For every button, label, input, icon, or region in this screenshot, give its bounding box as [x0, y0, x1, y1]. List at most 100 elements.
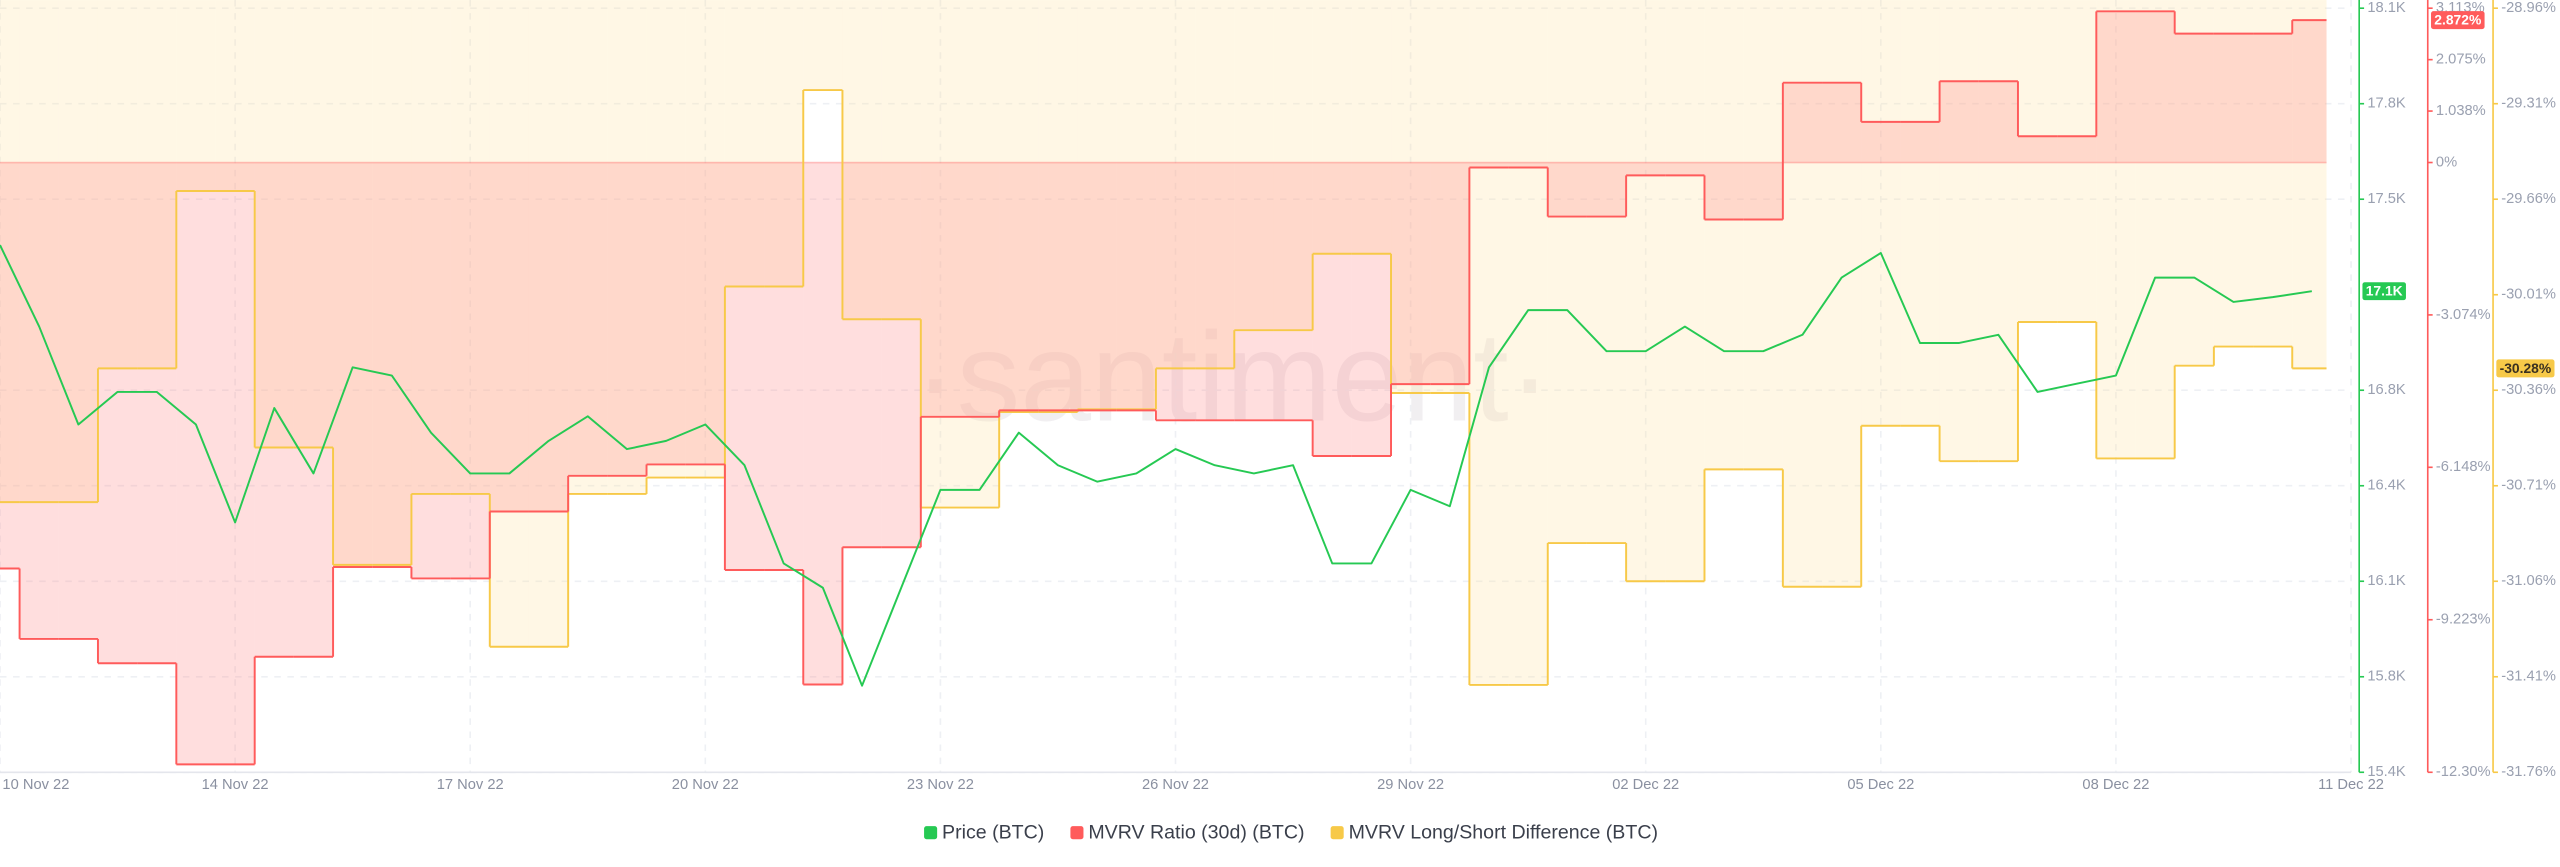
- step-area: [0, 0, 20, 503]
- x-tick-label: 08 Dec 22: [2082, 777, 2149, 793]
- y2-tick-label: 0%: [2436, 154, 2457, 170]
- last-value-badge: -30.28%: [2496, 359, 2555, 378]
- lines: [0, 10, 2327, 766]
- step-area: [293, 0, 334, 448]
- x-tick-label: 05 Dec 22: [1847, 777, 1914, 793]
- step-area: [1508, 162, 1548, 168]
- y3-tick-label: -30.01%: [2501, 287, 2556, 303]
- step-area: [1939, 0, 1979, 462]
- x-tick-label: 02 Dec 22: [1612, 777, 1679, 793]
- step-area: [1547, 0, 1587, 544]
- step-area: [1743, 0, 1783, 470]
- step-area: [685, 0, 725, 478]
- step-area: [215, 162, 255, 765]
- step-area: [2253, 0, 2293, 347]
- step-area: [803, 162, 843, 685]
- y3-tick-label: -29.31%: [2501, 96, 2556, 112]
- step-area: [1391, 162, 1431, 385]
- step-area: [2096, 11, 2136, 163]
- y-tick-label: 16.4K: [2367, 478, 2406, 494]
- y-tick-label: 18.1K: [2367, 0, 2406, 16]
- step-area: [1900, 0, 1940, 426]
- badge-label: 17.1K: [2366, 283, 2403, 299]
- step-area: [19, 0, 59, 503]
- step-area: [58, 0, 98, 503]
- step-area: [1822, 82, 1862, 163]
- step-area: [58, 162, 98, 639]
- step-area: [1273, 0, 1313, 331]
- x-tick-label: 11 Dec 22: [2318, 777, 2384, 793]
- step-area: [1665, 0, 1705, 582]
- step-area: [1508, 0, 1548, 685]
- step-area: [19, 162, 59, 639]
- step-area: [646, 0, 686, 478]
- step-area: [960, 0, 1000, 508]
- step-area: [97, 0, 138, 369]
- y2-tick-label: -12.30%: [2436, 764, 2491, 780]
- legend-label: MVRV Ratio (30d) (BTC): [1088, 822, 1304, 844]
- step-area: [1077, 162, 1117, 411]
- step-area: [1547, 162, 1587, 217]
- legend-swatch: [924, 826, 938, 840]
- step-area: [137, 0, 177, 369]
- step-area: [2057, 136, 2097, 163]
- step-area: [1312, 162, 1352, 456]
- step-area: [1978, 81, 2018, 163]
- step-area: [607, 0, 647, 494]
- step-area: [1351, 0, 1392, 254]
- x-tick-label: 14 Nov 22: [202, 777, 269, 793]
- step-area: [372, 162, 412, 568]
- badge-box: [2496, 359, 2555, 378]
- y3-tick-label: -28.96%: [2501, 0, 2556, 16]
- step-area: [1273, 162, 1313, 421]
- step-area: [293, 162, 334, 657]
- watermark: ·santiment·: [914, 306, 1551, 448]
- step-area: [685, 162, 725, 465]
- step-area: [764, 0, 804, 287]
- step-area: [999, 0, 1039, 413]
- step-area: [1351, 162, 1392, 456]
- y3-tick-label: -30.36%: [2501, 382, 2556, 398]
- step-area: [1391, 0, 1431, 393]
- x-tick-label: 10 Nov 22: [2, 777, 69, 793]
- step-area: [607, 162, 647, 476]
- y-tick-label: 16.1K: [2367, 573, 2406, 589]
- step-area: [176, 0, 216, 192]
- y3-tick-label: -31.41%: [2501, 669, 2556, 685]
- step-area: [1234, 0, 1274, 331]
- step-area: [1626, 162, 1666, 176]
- step-area: [1665, 162, 1705, 176]
- y-tick-label: 17.8K: [2367, 96, 2406, 112]
- step-area: [646, 162, 686, 465]
- step-area: [2213, 0, 2254, 347]
- step-area: [2174, 33, 2214, 163]
- step-area: [1077, 0, 1117, 410]
- y-tick-label: 15.8K: [2367, 669, 2406, 685]
- step-area: [1195, 162, 1235, 421]
- step-area: [1469, 0, 1509, 685]
- step-area: [1861, 121, 1901, 163]
- y3-tick-label: -31.76%: [2501, 764, 2556, 780]
- step-area: [842, 162, 882, 548]
- step-area: [333, 162, 373, 568]
- step-area: [254, 0, 294, 448]
- step-area: [2253, 33, 2293, 163]
- step-area: [1430, 0, 1470, 393]
- axes: 10 Nov 22 14 Nov 22 17 Nov 22 20 Nov 22 23 N…: [0, 0, 2556, 793]
- step-area: [1900, 121, 1940, 163]
- step-area: [1155, 162, 1196, 421]
- step-area: [1978, 0, 2018, 462]
- step-area: [2213, 33, 2254, 163]
- step-area: [1782, 82, 1823, 163]
- step-area: [1430, 162, 1470, 385]
- step-area: [920, 0, 960, 508]
- step-area: [450, 0, 490, 494]
- step-area: [411, 162, 451, 579]
- step-area: [1822, 0, 1862, 587]
- y3-tick-label: -31.06%: [2501, 573, 2556, 589]
- step-area: [1743, 162, 1783, 220]
- step-area: [1861, 0, 1901, 426]
- step-area: [1038, 0, 1078, 413]
- step-area: [1234, 162, 1274, 421]
- step-area: [724, 0, 765, 287]
